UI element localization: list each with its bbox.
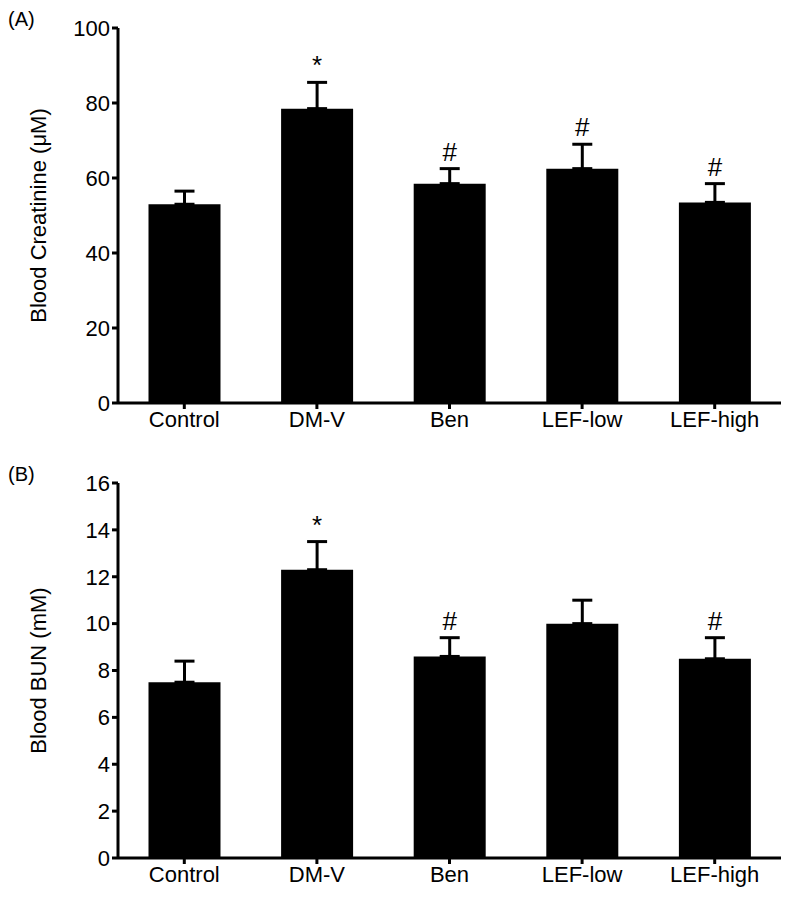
svg-text:#: #	[708, 606, 723, 636]
svg-text:*: *	[312, 510, 322, 540]
svg-text:16: 16	[86, 471, 110, 496]
svg-text:10: 10	[86, 611, 110, 636]
svg-text:#: #	[708, 152, 723, 182]
svg-text:80: 80	[86, 91, 110, 116]
svg-text:0: 0	[98, 846, 110, 871]
svg-text:Control: Control	[149, 862, 220, 887]
html-text:(B): (B)	[8, 463, 35, 485]
svg-text:Ben: Ben	[430, 862, 469, 887]
svg-text:LEF-high: LEF-high	[670, 407, 759, 432]
svg-text:Blood Creatinine (μM): Blood Creatinine (μM)	[26, 108, 51, 322]
svg-text:12: 12	[86, 565, 110, 590]
svg-text:#: #	[442, 137, 457, 167]
svg-text:DM-V: DM-V	[289, 862, 346, 887]
svg-text:2: 2	[98, 799, 110, 824]
svg-text:DM-V: DM-V	[289, 407, 346, 432]
svg-text:8: 8	[98, 658, 110, 683]
svg-text:LEF-high: LEF-high	[670, 862, 759, 887]
svg-text:20: 20	[86, 316, 110, 341]
svg-text:*: *	[312, 50, 322, 80]
svg-text:6: 6	[98, 705, 110, 730]
svg-text:#: #	[575, 112, 590, 142]
svg-text:LEF-low: LEF-low	[542, 407, 623, 432]
svg-text:Control: Control	[149, 407, 220, 432]
svg-text:#: #	[442, 606, 457, 636]
svg-text:40: 40	[86, 241, 110, 266]
html-text:(A): (A)	[8, 8, 35, 30]
svg-text:60: 60	[86, 166, 110, 191]
svg-text:Ben: Ben	[430, 407, 469, 432]
svg-text:4: 4	[98, 752, 110, 777]
svg-text:14: 14	[86, 518, 110, 543]
svg-text:100: 100	[73, 16, 110, 41]
svg-text:LEF-low: LEF-low	[542, 862, 623, 887]
svg-text:0: 0	[98, 391, 110, 416]
svg-text:Blood BUN (mM): Blood BUN (mM)	[26, 587, 51, 753]
